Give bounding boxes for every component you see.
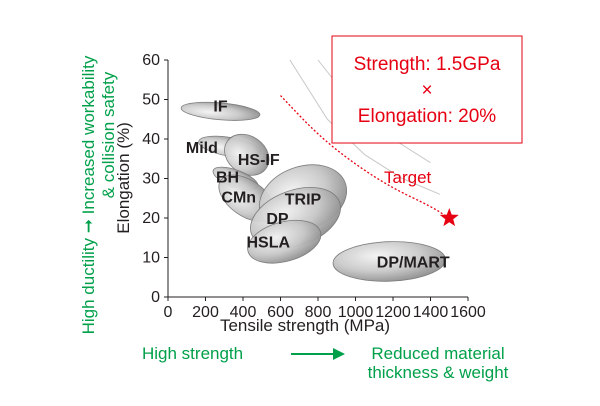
x-tick-label: 800 <box>305 304 332 321</box>
x-bottom-annotation-right-line1: Reduced material <box>371 344 504 363</box>
callout-elongation: Elongation: 20% <box>358 106 496 127</box>
region-label-cmn: CMn <box>221 189 256 206</box>
callout-times-symbol: × <box>421 80 432 101</box>
callout-box <box>331 35 523 144</box>
y-tick-label: 60 <box>142 52 160 69</box>
y-axis-title: Elongation (%) <box>114 122 133 234</box>
region-label-if: IF <box>213 98 227 115</box>
target-curve <box>280 95 450 219</box>
target-label: Target <box>384 168 432 187</box>
x-tick-label: 1200 <box>375 304 411 321</box>
guide-curve <box>289 59 441 195</box>
region-label-hsla: HSLA <box>246 235 290 252</box>
x-axis-title: Tensile strength (MPa) <box>220 316 390 335</box>
x-bottom-annotation-left: High strength <box>142 344 243 363</box>
region-label-hs-if: HS-IF <box>238 152 280 169</box>
callout-strength: Strength: 1.5GPa <box>354 54 501 75</box>
region-label-bh: BH <box>216 170 239 187</box>
target-star-icon <box>439 208 459 227</box>
region-dp-mart <box>332 241 446 282</box>
y-side-annotation-line2: & collision safety <box>99 71 118 198</box>
region-if <box>180 101 261 121</box>
region-hsla <box>247 219 322 264</box>
y-tick-label: 10 <box>142 250 160 267</box>
x-tick-label: 600 <box>267 304 294 321</box>
x-tick-label: 1000 <box>338 304 374 321</box>
x-tick-label: 0 <box>164 304 173 321</box>
x-bottom-annotation-right-line2: thickness & weight <box>368 363 509 382</box>
x-axis-ticks: 0 200 400 600 800 1000 1200 1400 1600 <box>164 297 486 321</box>
y-tick-label: 50 <box>142 92 160 109</box>
x-tick-label: 200 <box>192 304 219 321</box>
y-tick-label: 30 <box>142 171 160 188</box>
region-label-dp-mart: DP/MART <box>377 254 450 271</box>
y-side-annotation-line1: High ductility ➞ Increased workability <box>79 55 98 334</box>
y-tick-label: 40 <box>142 131 160 148</box>
region-label-trip: TRIP <box>285 191 322 208</box>
y-tick-label: 20 <box>142 210 160 227</box>
region-label-dp: DP <box>266 211 289 228</box>
y-axis-ticks: 0 10 20 30 40 50 60 <box>142 52 168 306</box>
x-tick-label: 400 <box>230 304 257 321</box>
y-tick-label: 0 <box>151 289 160 306</box>
green-arrow-head-icon <box>333 348 345 360</box>
region-label-mild: Mild <box>186 140 218 157</box>
x-tick-label: 1600 <box>450 304 486 321</box>
steel-grade-regions <box>180 101 446 282</box>
x-tick-label: 1400 <box>413 304 449 321</box>
